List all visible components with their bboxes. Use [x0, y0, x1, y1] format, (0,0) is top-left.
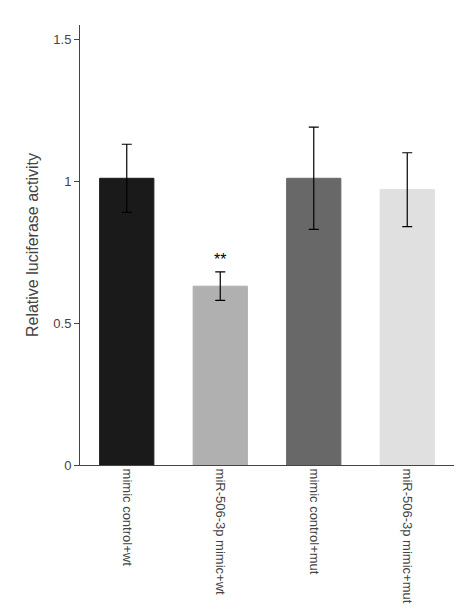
svg-text:1.5: 1.5	[53, 32, 71, 47]
svg-text:**: **	[214, 251, 226, 268]
svg-text:0.5: 0.5	[53, 316, 71, 331]
svg-text:Relative luciferase activity: Relative luciferase activity	[24, 153, 41, 337]
svg-text:1: 1	[64, 174, 71, 189]
svg-text:0: 0	[64, 458, 71, 473]
svg-text:mimic control+mut: mimic control+mut	[307, 469, 322, 575]
svg-text:miR-506-3p mimic+mut: miR-506-3p mimic+mut	[400, 469, 415, 604]
svg-text:miR-506-3p mimic+wt: miR-506-3p mimic+wt	[213, 469, 228, 595]
svg-text:mimic control+wt: mimic control+wt	[120, 469, 135, 567]
